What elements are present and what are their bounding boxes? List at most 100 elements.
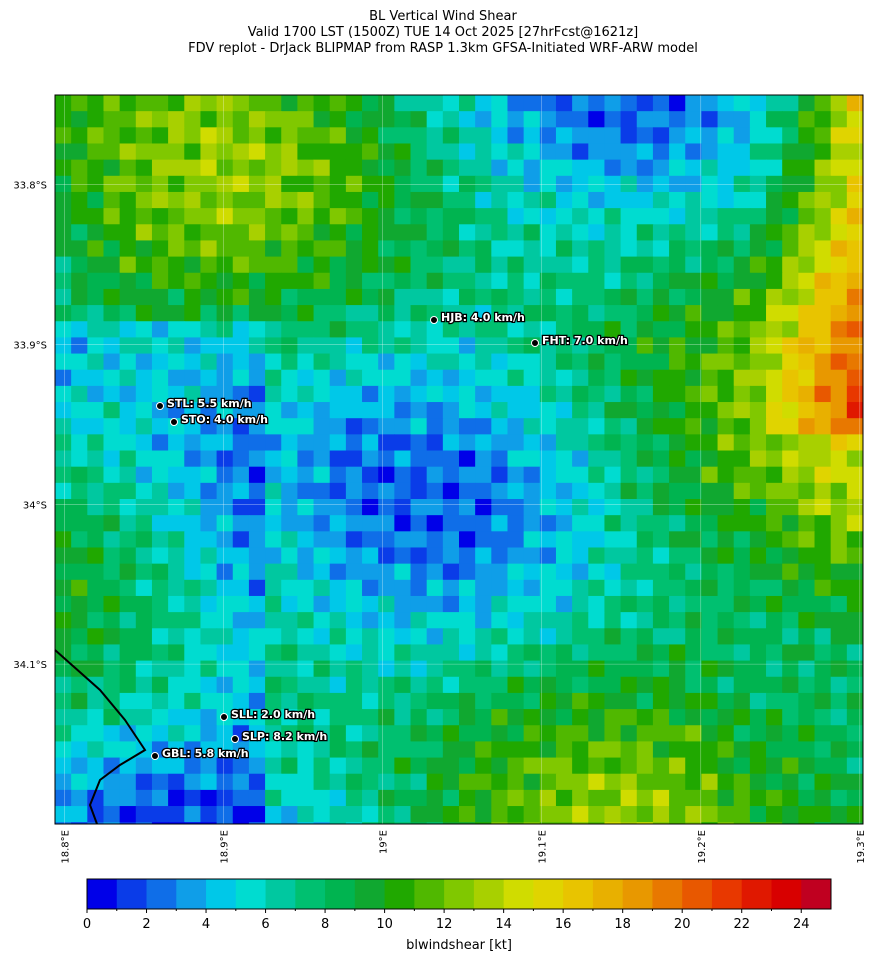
field-cell <box>119 709 137 726</box>
field-cell <box>766 466 783 484</box>
field-cell <box>345 579 363 597</box>
field-cell <box>313 547 331 565</box>
field-cell <box>669 660 686 678</box>
field-cell <box>265 660 282 678</box>
field-cell <box>151 353 169 371</box>
field-cell <box>151 579 169 597</box>
field-cell <box>313 531 331 548</box>
field-cell <box>491 773 508 791</box>
field-cell <box>55 175 72 193</box>
field-cell <box>87 224 104 241</box>
field-cell <box>733 741 751 759</box>
field-cell <box>814 402 832 419</box>
field-cell <box>604 692 622 710</box>
field-cell <box>55 127 72 144</box>
field-cell <box>87 531 104 548</box>
field-cell <box>636 143 654 161</box>
field-cell <box>830 595 848 613</box>
colorbar-swatch <box>235 879 267 909</box>
coastline <box>54 649 147 825</box>
field-cell <box>297 531 315 548</box>
field-cell <box>313 499 331 516</box>
field-cell <box>636 111 654 128</box>
field-cell <box>87 402 104 419</box>
field-cell <box>733 822 751 824</box>
field-cell <box>71 612 88 629</box>
field-cell <box>717 337 735 355</box>
field-cell <box>830 547 848 565</box>
field-cell <box>539 369 557 387</box>
field-cell <box>87 385 104 403</box>
field-cell <box>200 466 218 484</box>
field-cell <box>87 434 104 452</box>
field-cell <box>475 547 492 565</box>
field-cell <box>685 288 702 306</box>
field-cell <box>814 418 832 435</box>
field-cell <box>345 95 363 112</box>
field-cell <box>491 660 508 678</box>
field-cell <box>830 369 848 387</box>
colorbar-swatch <box>384 879 415 909</box>
field-cell <box>782 95 799 112</box>
colorbar-swatch <box>563 879 594 909</box>
field-cell <box>55 692 72 710</box>
field-cell <box>459 321 476 338</box>
field-cell <box>459 191 476 209</box>
field-cell <box>378 450 395 468</box>
field-cell <box>636 224 654 241</box>
field-cell <box>394 369 412 387</box>
field-cell <box>345 741 363 759</box>
field-cell <box>119 676 137 694</box>
field-cell <box>345 482 363 500</box>
field-cell <box>248 628 266 645</box>
field-cell <box>248 563 266 581</box>
field-cell <box>329 256 347 274</box>
field-cell <box>507 321 525 338</box>
field-cell <box>830 628 848 645</box>
field-cell <box>523 806 541 823</box>
field-cell <box>572 692 589 710</box>
field-cell <box>798 208 816 225</box>
field-cell <box>135 660 153 678</box>
field-cell <box>604 709 622 726</box>
field-cell <box>459 806 476 823</box>
field-cell <box>168 321 185 338</box>
colorbar-swatch <box>741 879 772 909</box>
field-cell <box>620 434 638 452</box>
field-cell <box>168 175 185 193</box>
field-cell <box>588 482 605 500</box>
field-cell <box>71 208 88 225</box>
field-cell <box>426 224 444 241</box>
field-cell <box>442 434 460 452</box>
field-cell <box>87 240 104 258</box>
field-cell <box>55 531 72 548</box>
field-cell <box>507 676 525 694</box>
field-cell <box>798 499 816 516</box>
colorbar-tick-label: 22 <box>733 917 750 932</box>
field-cell <box>491 321 508 338</box>
field-cell <box>588 95 605 112</box>
field-cell <box>119 305 137 322</box>
field-cell <box>717 240 735 258</box>
field-cell <box>119 434 137 452</box>
field-cell <box>265 240 282 258</box>
field-cell <box>168 612 185 629</box>
field-cell <box>572 191 589 209</box>
field-cell <box>71 111 88 128</box>
station-marker <box>220 713 228 721</box>
field-cell <box>636 288 654 306</box>
field-cell <box>701 159 719 177</box>
field-cell <box>281 402 298 419</box>
field-cell <box>394 337 412 355</box>
field-cell <box>685 709 702 726</box>
field-cell <box>572 515 589 532</box>
field-cell <box>71 321 88 338</box>
field-cell <box>539 127 557 144</box>
field-cell <box>184 208 201 225</box>
field-cell <box>135 353 153 371</box>
field-cell <box>378 159 395 177</box>
lat-label: 34°S <box>23 500 47 511</box>
field-cell <box>669 224 686 241</box>
field-cell <box>572 563 589 581</box>
field-cell <box>265 822 282 824</box>
